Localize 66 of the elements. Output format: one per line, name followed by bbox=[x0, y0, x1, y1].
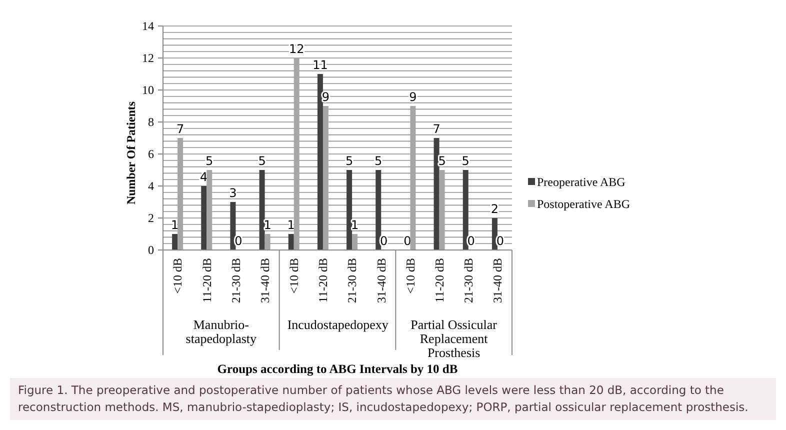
x-axis-title: Groups according to ABG Intervals by 10 dB bbox=[217, 362, 458, 376]
text: Incudostapedopexy bbox=[286, 317, 390, 332]
data-label: 0 bbox=[404, 234, 412, 248]
x-tick-label: <10 dB bbox=[287, 258, 302, 294]
data-label: 5 bbox=[462, 154, 470, 168]
data-label: 4 bbox=[200, 170, 208, 184]
bar bbox=[206, 170, 212, 250]
y-tick-label: 4 bbox=[148, 179, 154, 194]
y-axis-title: Number Of Patients bbox=[124, 101, 138, 205]
data-label: 3 bbox=[229, 186, 237, 200]
x-tick-label: 11-20 dB bbox=[316, 258, 330, 303]
y-tick-label: 8 bbox=[148, 115, 154, 130]
x-tick-label: <10 dB bbox=[403, 258, 418, 294]
bar bbox=[201, 186, 207, 250]
data-label: 11 bbox=[312, 58, 328, 72]
x-tick-label: 31-40 dB bbox=[258, 258, 272, 303]
bar bbox=[346, 170, 352, 250]
bar bbox=[410, 106, 416, 250]
bar bbox=[178, 138, 184, 250]
x-tick-label: 11-20 dB bbox=[432, 258, 446, 303]
text: Partial Ossicular Replacement Prosthesis bbox=[410, 317, 498, 360]
caption: Figure 1. The preoperative and postoperative number of patients whose ABG levels were less than 20 dB, according to the reconstruction methods. MS, manubrio-stapedioplasty; IS, incudostapedopexy; PORP, partial ossicular replacement prosthesis. bbox=[10, 378, 776, 420]
bar bbox=[288, 234, 294, 250]
bar bbox=[434, 138, 440, 250]
x-tick-label: 31-40 dB bbox=[374, 258, 388, 303]
data-label: 7 bbox=[432, 122, 440, 136]
bar bbox=[230, 202, 236, 250]
data-label: 1 bbox=[170, 218, 179, 232]
y-tick-label: 0 bbox=[148, 243, 154, 258]
x-tick-label: 31-40 dB bbox=[490, 258, 505, 303]
data-label: 5 bbox=[438, 154, 446, 168]
legend-label: Postoperative ABG bbox=[537, 197, 630, 212]
data-label: 5 bbox=[206, 154, 214, 168]
x-tick-label: <10 dB bbox=[170, 258, 185, 294]
bar bbox=[264, 234, 270, 250]
data-label: 1 bbox=[350, 218, 359, 232]
data-label: 5 bbox=[345, 154, 354, 168]
data-label: 9 bbox=[409, 90, 417, 104]
legend-label: Preoperative ABG bbox=[537, 175, 626, 190]
data-label: 5 bbox=[374, 154, 382, 168]
y-tick-label: 2 bbox=[148, 211, 154, 226]
data-label: 12 bbox=[288, 42, 304, 56]
data-label: 1 bbox=[264, 218, 272, 232]
data-label: 2 bbox=[490, 202, 499, 216]
bar bbox=[322, 106, 328, 250]
bar bbox=[439, 170, 445, 250]
bar bbox=[462, 170, 468, 250]
bar bbox=[317, 74, 323, 250]
text: Manubrio-stapedoplasty bbox=[184, 317, 258, 346]
bar bbox=[259, 170, 265, 250]
data-label: 7 bbox=[176, 122, 184, 136]
bar bbox=[294, 58, 300, 250]
y-tick-label: 10 bbox=[142, 83, 154, 98]
data-label: 1 bbox=[287, 218, 295, 232]
bar bbox=[352, 234, 358, 250]
data-label: 5 bbox=[258, 154, 266, 168]
y-tick-label: 6 bbox=[148, 147, 154, 162]
bar bbox=[376, 170, 382, 250]
y-tick-label: 14 bbox=[142, 19, 154, 34]
x-tick-label: 11-20 dB bbox=[200, 258, 214, 303]
x-tick-label: 21-30 dB bbox=[345, 258, 360, 303]
bar bbox=[172, 234, 178, 250]
x-tick-label: 21-30 dB bbox=[228, 258, 243, 303]
data-label: 0 bbox=[234, 234, 242, 248]
y-tick-label: 12 bbox=[142, 51, 154, 66]
x-tick-label: 21-30 dB bbox=[462, 258, 476, 303]
